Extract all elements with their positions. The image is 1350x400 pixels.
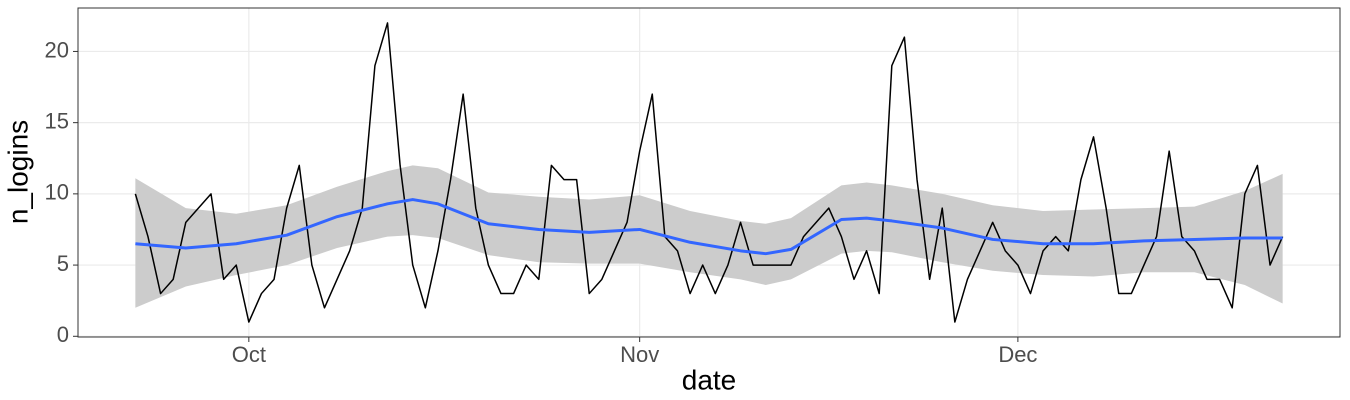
panel-border (77, 7, 1341, 338)
y-tick-label: 20 (45, 37, 69, 62)
y-tick-label: 5 (57, 251, 69, 276)
x-tick-label: Nov (620, 342, 659, 367)
y-axis-title: n_logins (2, 120, 33, 224)
x-tick-label: Oct (232, 342, 266, 367)
y-tick-label: 0 (57, 322, 69, 347)
y-tick-label: 10 (45, 180, 69, 205)
smooth-line (135, 198, 1283, 256)
x-axis-title: date (682, 364, 737, 395)
x-tick-label: Dec (998, 342, 1037, 367)
y-tick-label: 15 (45, 108, 69, 133)
data-line (134, 22, 1284, 323)
